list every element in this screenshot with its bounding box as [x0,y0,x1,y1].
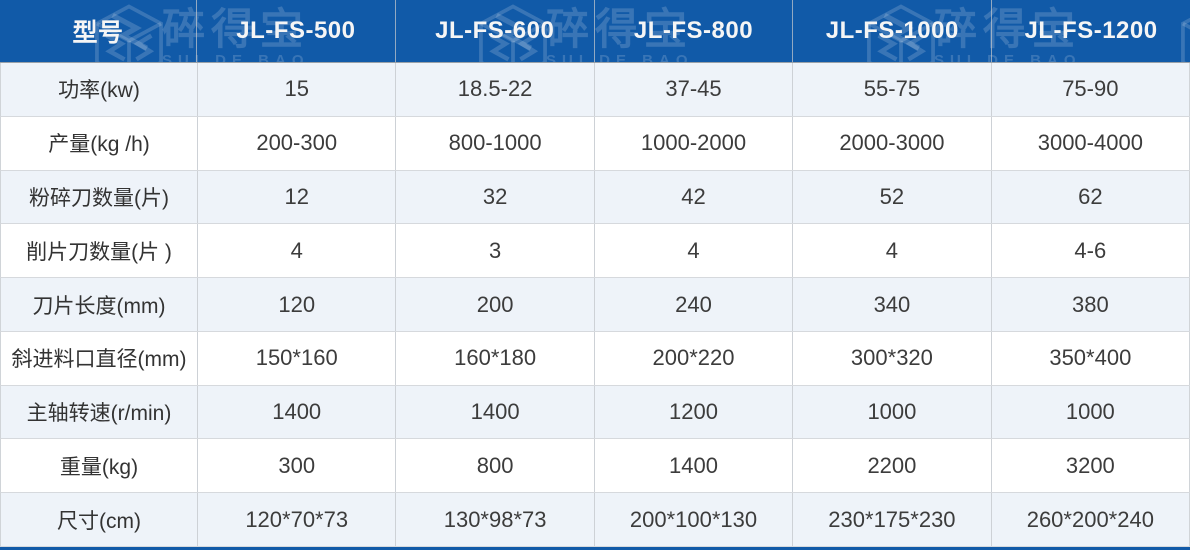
table-cell: 4 [793,224,992,278]
table-cell: 3 [396,224,595,278]
table-cell: 3000-4000 [992,116,1190,170]
table-row-output: 产量(kg /h) 200-300 800-1000 1000-2000 200… [0,116,1190,171]
table-cell: 18.5-22 [396,63,595,116]
table-cell: 200*220 [595,331,794,385]
table-row-dimensions: 尺寸(cm) 120*70*73 130*98*73 200*100*130 2… [0,493,1190,548]
table-cell: 200-300 [198,116,397,170]
table-cell: 1400 [595,439,794,493]
table-cell: 12 [198,170,397,224]
table-cell: 150*160 [198,331,397,385]
table-cell: 3200 [992,439,1190,493]
table-cell: 300 [198,439,397,493]
table-cell: 160*180 [396,331,595,385]
row-label: 产量(kg /h) [1,116,198,170]
bottom-accent-bar [0,547,1190,550]
table-cell: 260*200*240 [992,493,1190,547]
table-row-crush-blades: 粉碎刀数量(片) 12 32 42 52 62 [0,170,1190,225]
table-cell: 1200 [595,385,794,439]
table-cell: 200 [396,278,595,331]
table-cell: 240 [595,278,794,331]
row-label: 粉碎刀数量(片) [1,170,198,224]
table-cell: 800-1000 [396,116,595,170]
table-cell: 1000 [793,385,992,439]
column-header-jl-fs-500: JL-FS-500 [197,0,396,62]
table-cell: 350*400 [992,331,1190,385]
table-cell: 55-75 [793,63,992,116]
table-row-chip-blades: 削片刀数量(片 ) 4 3 4 4 4-6 [0,224,1190,279]
table-cell: 4 [198,224,397,278]
row-label: 重量(kg) [1,439,198,493]
table-cell: 2200 [793,439,992,493]
table-cell: 32 [396,170,595,224]
table-header-row: 碎得宝 SUI DE BAO 碎得宝 SUI DE BAO [0,0,1190,63]
table-row-blade-length: 刀片长度(mm) 120 200 240 340 380 [0,278,1190,332]
table-cell: 230*175*230 [793,493,992,547]
table-cell: 380 [992,278,1190,331]
table-cell: 130*98*73 [396,493,595,547]
row-label: 削片刀数量(片 ) [1,224,198,278]
table-cell: 1000-2000 [595,116,794,170]
table-cell: 52 [793,170,992,224]
row-label: 尺寸(cm) [1,493,198,547]
table-cell: 62 [992,170,1190,224]
table-body: 功率(kw) 15 18.5-22 37-45 55-75 75-90 产量(k… [0,63,1190,548]
column-header-jl-fs-1000: JL-FS-1000 [793,0,993,62]
column-header-model: 型号 [0,0,197,62]
table-cell: 1400 [396,385,595,439]
table-cell: 120 [198,278,397,331]
table-cell: 1000 [992,385,1190,439]
table-cell: 1400 [198,385,397,439]
table-cell: 340 [793,278,992,331]
table-cell: 120*70*73 [198,493,397,547]
table-cell: 2000-3000 [793,116,992,170]
table-row-weight: 重量(kg) 300 800 1400 2200 3200 [0,439,1190,494]
table-cell: 800 [396,439,595,493]
row-label: 刀片长度(mm) [1,278,198,331]
table-cell: 37-45 [595,63,794,116]
table-cell: 42 [595,170,794,224]
table-cell: 300*320 [793,331,992,385]
row-label: 斜进料口直径(mm) [1,331,198,385]
column-header-jl-fs-600: JL-FS-600 [396,0,595,62]
row-label: 功率(kw) [1,63,198,116]
table-cell: 4-6 [992,224,1190,278]
table-row-power: 功率(kw) 15 18.5-22 37-45 55-75 75-90 [0,63,1190,117]
table-row-spindle-speed: 主轴转速(r/min) 1400 1400 1200 1000 1000 [0,385,1190,440]
table-cell: 75-90 [992,63,1190,116]
column-header-jl-fs-1200: JL-FS-1200 [1024,17,1158,44]
column-header-jl-fs-800: JL-FS-800 [595,0,794,62]
table-cell: 4 [595,224,794,278]
table-cell: 200*100*130 [595,493,794,547]
table-row-inlet-diameter: 斜进料口直径(mm) 150*160 160*180 200*220 300*3… [0,331,1190,386]
row-label: 主轴转速(r/min) [1,385,198,439]
table-cell: 15 [198,63,397,116]
